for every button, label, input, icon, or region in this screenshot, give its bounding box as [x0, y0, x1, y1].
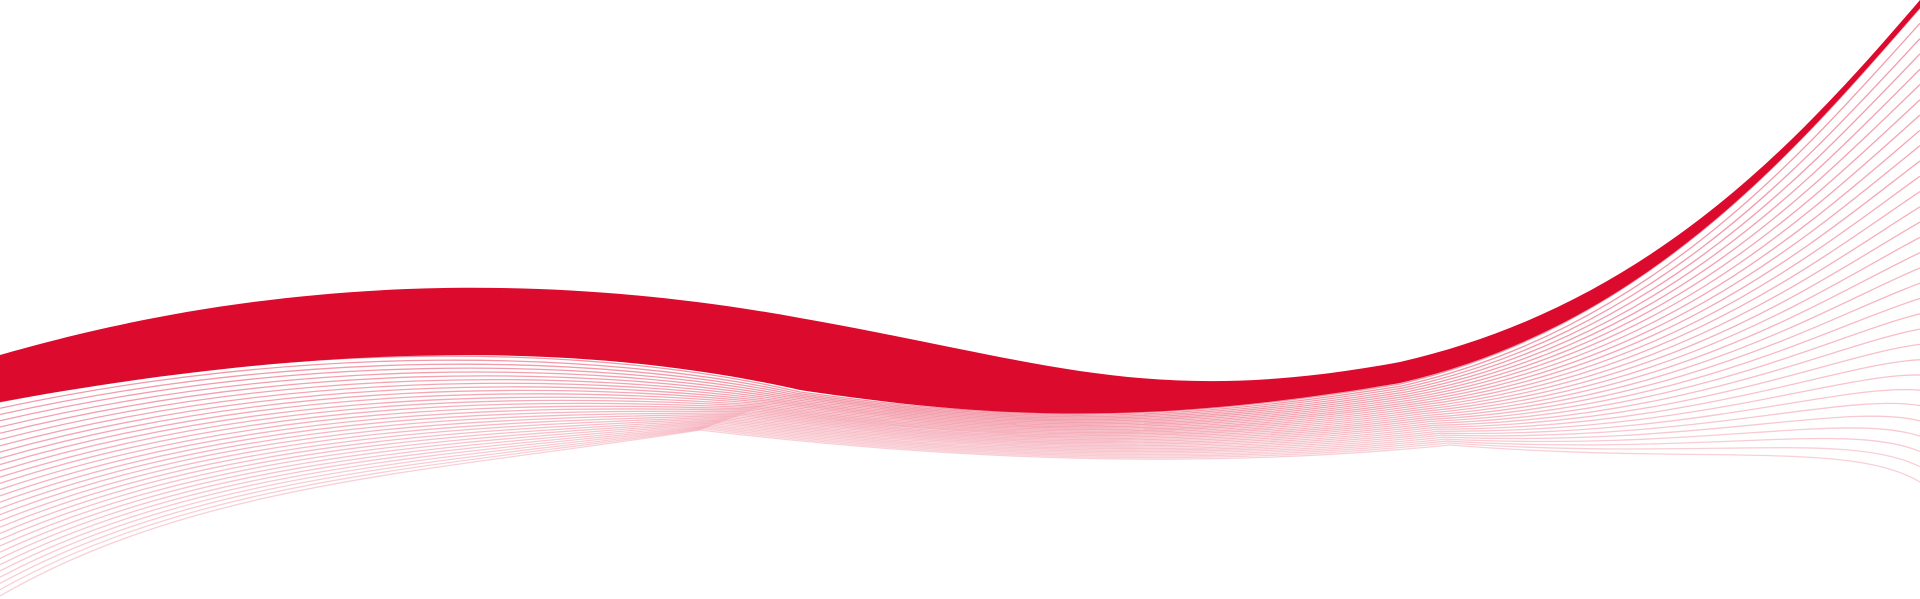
fan-line — [0, 428, 1920, 591]
fan-line — [0, 221, 1920, 491]
fan-line — [0, 236, 1920, 497]
fan-line — [0, 38, 1920, 418]
red-wave-band — [0, 0, 1920, 414]
fan-line — [0, 99, 1920, 441]
fan-line — [0, 343, 1920, 541]
fan-line — [0, 22, 1920, 416]
fan-line — [0, 297, 1920, 522]
fan-line — [0, 83, 1920, 434]
fan-line — [0, 114, 1920, 447]
fan-line — [0, 190, 1920, 478]
fan-line — [0, 402, 1920, 566]
fan-line — [0, 313, 1920, 528]
fan-line — [0, 425, 1920, 578]
fan-lines — [0, 7, 1920, 597]
fan-line — [0, 282, 1920, 516]
fan-line — [0, 53, 1920, 422]
fan-line — [0, 206, 1920, 484]
fan-line — [0, 415, 1920, 572]
fan-line — [0, 7, 1920, 415]
fan-line — [0, 328, 1920, 535]
fan-line — [0, 145, 1920, 459]
fan-line — [0, 359, 1920, 547]
fan-line — [0, 160, 1920, 466]
fan-line — [0, 374, 1920, 553]
fan-line — [0, 429, 1920, 597]
fan-line — [0, 388, 1920, 560]
fan-line — [0, 129, 1920, 453]
fan-line — [0, 267, 1920, 509]
fan-line — [0, 252, 1920, 503]
fan-line — [0, 426, 1920, 585]
fan-line — [0, 175, 1920, 472]
fan-line — [0, 68, 1920, 428]
